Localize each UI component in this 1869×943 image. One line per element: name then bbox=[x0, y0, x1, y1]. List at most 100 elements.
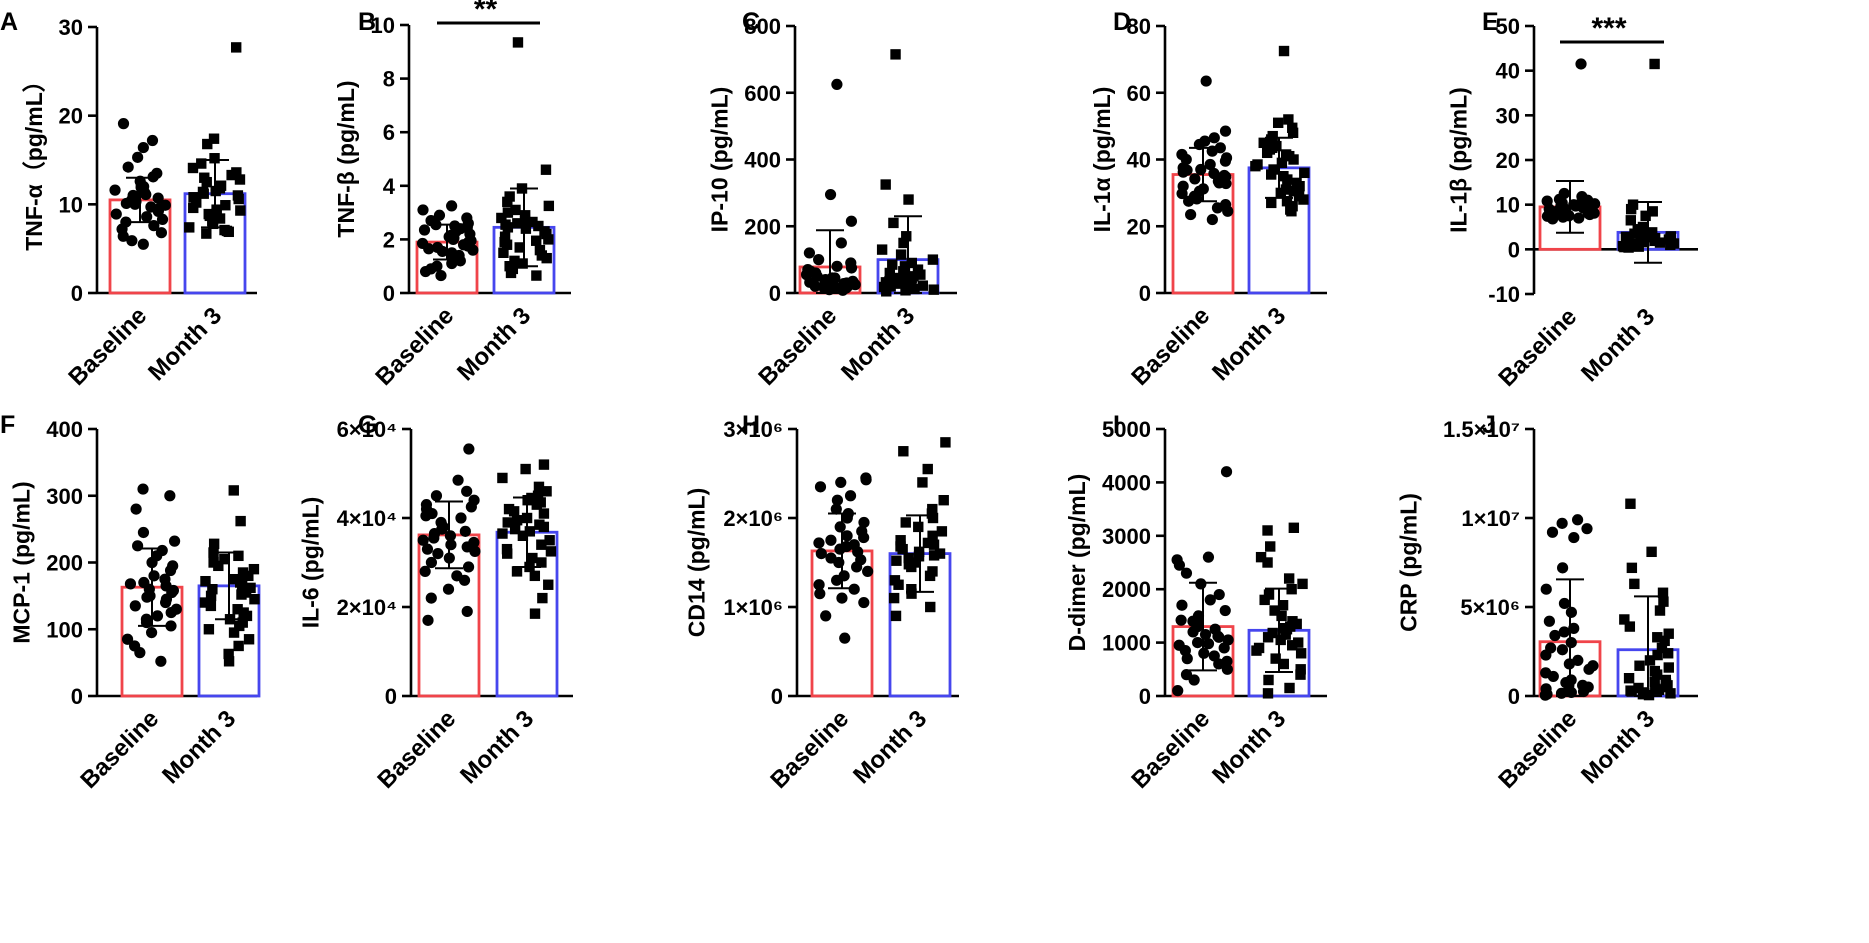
data-point-month3 bbox=[1291, 618, 1302, 630]
data-point-month3 bbox=[898, 266, 909, 277]
data-point-baseline bbox=[425, 592, 437, 604]
category-label: Month 3 bbox=[1576, 303, 1660, 387]
panel-letter: A bbox=[0, 8, 18, 36]
data-point-baseline bbox=[1195, 163, 1207, 176]
data-point-month3 bbox=[205, 600, 217, 612]
data-point-baseline bbox=[839, 632, 851, 644]
data-point-baseline bbox=[1202, 551, 1215, 563]
category-label: Baseline bbox=[1126, 705, 1215, 794]
data-point-baseline bbox=[435, 269, 447, 282]
y-tick-label: 0 bbox=[385, 684, 397, 709]
data-point-month3 bbox=[888, 217, 899, 229]
data-point-baseline bbox=[419, 565, 431, 578]
category-label: Baseline bbox=[372, 705, 461, 794]
data-point-month3 bbox=[187, 162, 199, 174]
data-point-month3 bbox=[1626, 562, 1638, 574]
data-point-month3 bbox=[1265, 541, 1276, 552]
data-point-month3 bbox=[223, 648, 234, 660]
data-point-month3 bbox=[532, 490, 544, 501]
data-point-month3 bbox=[1624, 621, 1636, 632]
data-point-baseline bbox=[1220, 466, 1233, 478]
data-point-month3 bbox=[1646, 546, 1657, 558]
data-point-baseline bbox=[1180, 567, 1193, 579]
data-point-month3 bbox=[940, 437, 951, 448]
data-point-month3 bbox=[1263, 674, 1274, 686]
data-point-baseline bbox=[1213, 588, 1225, 601]
data-point-baseline bbox=[117, 118, 130, 130]
data-point-baseline bbox=[1563, 658, 1575, 670]
data-point-month3 bbox=[540, 164, 552, 175]
data-point-baseline bbox=[458, 574, 471, 586]
data-point-month3 bbox=[232, 604, 243, 615]
data-point-month3 bbox=[521, 512, 533, 524]
data-point-month3 bbox=[903, 559, 915, 570]
data-point-baseline bbox=[1556, 562, 1569, 574]
data-point-baseline bbox=[419, 265, 432, 278]
data-point-baseline bbox=[1204, 158, 1216, 171]
data-point-baseline bbox=[467, 244, 479, 256]
data-point-month3 bbox=[233, 640, 244, 652]
data-point-month3 bbox=[1617, 241, 1629, 252]
data-point-month3 bbox=[208, 538, 220, 550]
data-point-baseline bbox=[145, 626, 158, 639]
data-point-baseline bbox=[167, 584, 180, 597]
data-point-baseline bbox=[836, 592, 848, 604]
data-point-month3 bbox=[533, 481, 545, 493]
y-tick-label: 2000 bbox=[1102, 577, 1151, 602]
data-point-month3 bbox=[541, 252, 552, 264]
data-point-month3 bbox=[1267, 627, 1278, 639]
data-point-month3 bbox=[249, 594, 260, 605]
data-point-month3 bbox=[231, 42, 242, 53]
data-point-baseline bbox=[1219, 604, 1231, 617]
data-point-baseline bbox=[831, 260, 843, 272]
data-point-month3 bbox=[511, 515, 523, 526]
data-point-month3 bbox=[901, 231, 912, 242]
y-tick-label: 3×10⁶ bbox=[723, 417, 783, 442]
data-point-baseline bbox=[461, 485, 473, 497]
data-point-month3 bbox=[1280, 629, 1291, 640]
data-point-baseline bbox=[140, 616, 153, 629]
data-point-month3 bbox=[1288, 186, 1300, 197]
data-point-month3 bbox=[524, 526, 536, 537]
data-point-baseline bbox=[814, 481, 827, 493]
data-point-month3 bbox=[1255, 551, 1267, 563]
data-point-baseline bbox=[121, 633, 134, 645]
data-point-month3 bbox=[241, 610, 253, 622]
data-point-baseline bbox=[1212, 630, 1224, 642]
data-point-baseline bbox=[446, 257, 458, 270]
data-point-month3 bbox=[536, 539, 547, 550]
data-point-month3 bbox=[913, 521, 924, 533]
category-label: Baseline bbox=[370, 302, 459, 391]
data-point-baseline bbox=[1565, 637, 1577, 649]
data-point-month3 bbox=[881, 286, 892, 297]
y-axis-title: TNF-β (pg/mL) bbox=[333, 80, 359, 237]
data-point-month3 bbox=[1654, 237, 1666, 248]
data-point-month3 bbox=[1282, 174, 1293, 185]
panel-g: G 0 2×10⁴ 4×10⁴ 6×10⁴ IL-6 (pg/mL) BaselineMon… bbox=[298, 411, 573, 794]
data-point-month3 bbox=[520, 463, 531, 475]
data-point-baseline bbox=[840, 282, 852, 294]
data-point-month3 bbox=[1623, 242, 1634, 253]
y-tick-label: 0 bbox=[71, 281, 83, 306]
data-point-baseline bbox=[1191, 637, 1204, 649]
category-label: Month 3 bbox=[836, 302, 920, 386]
data-point-baseline bbox=[138, 181, 150, 193]
y-tick-label: 10 bbox=[371, 13, 395, 38]
data-point-month3 bbox=[917, 280, 929, 291]
y-axis-title: IL-6 (pg/mL) bbox=[298, 497, 324, 629]
data-point-month3 bbox=[538, 521, 550, 533]
data-point-baseline bbox=[1588, 207, 1600, 219]
y-tick-label: 60 bbox=[1127, 81, 1151, 106]
significance-label: *** bbox=[1591, 12, 1626, 45]
panel-e: E -10 0 10 20 30 40 50 IL-1β (pg/mL) BaselineMont… bbox=[1446, 8, 1698, 392]
data-point-month3 bbox=[245, 582, 256, 594]
data-point-baseline bbox=[815, 548, 827, 560]
data-point-month3 bbox=[890, 49, 901, 60]
data-point-baseline bbox=[156, 213, 169, 226]
data-point-month3 bbox=[927, 530, 938, 541]
data-point-baseline bbox=[122, 161, 134, 173]
data-point-month3 bbox=[1259, 594, 1270, 606]
data-point-baseline bbox=[862, 565, 874, 578]
data-point-month3 bbox=[534, 244, 546, 256]
data-point-month3 bbox=[505, 267, 517, 279]
